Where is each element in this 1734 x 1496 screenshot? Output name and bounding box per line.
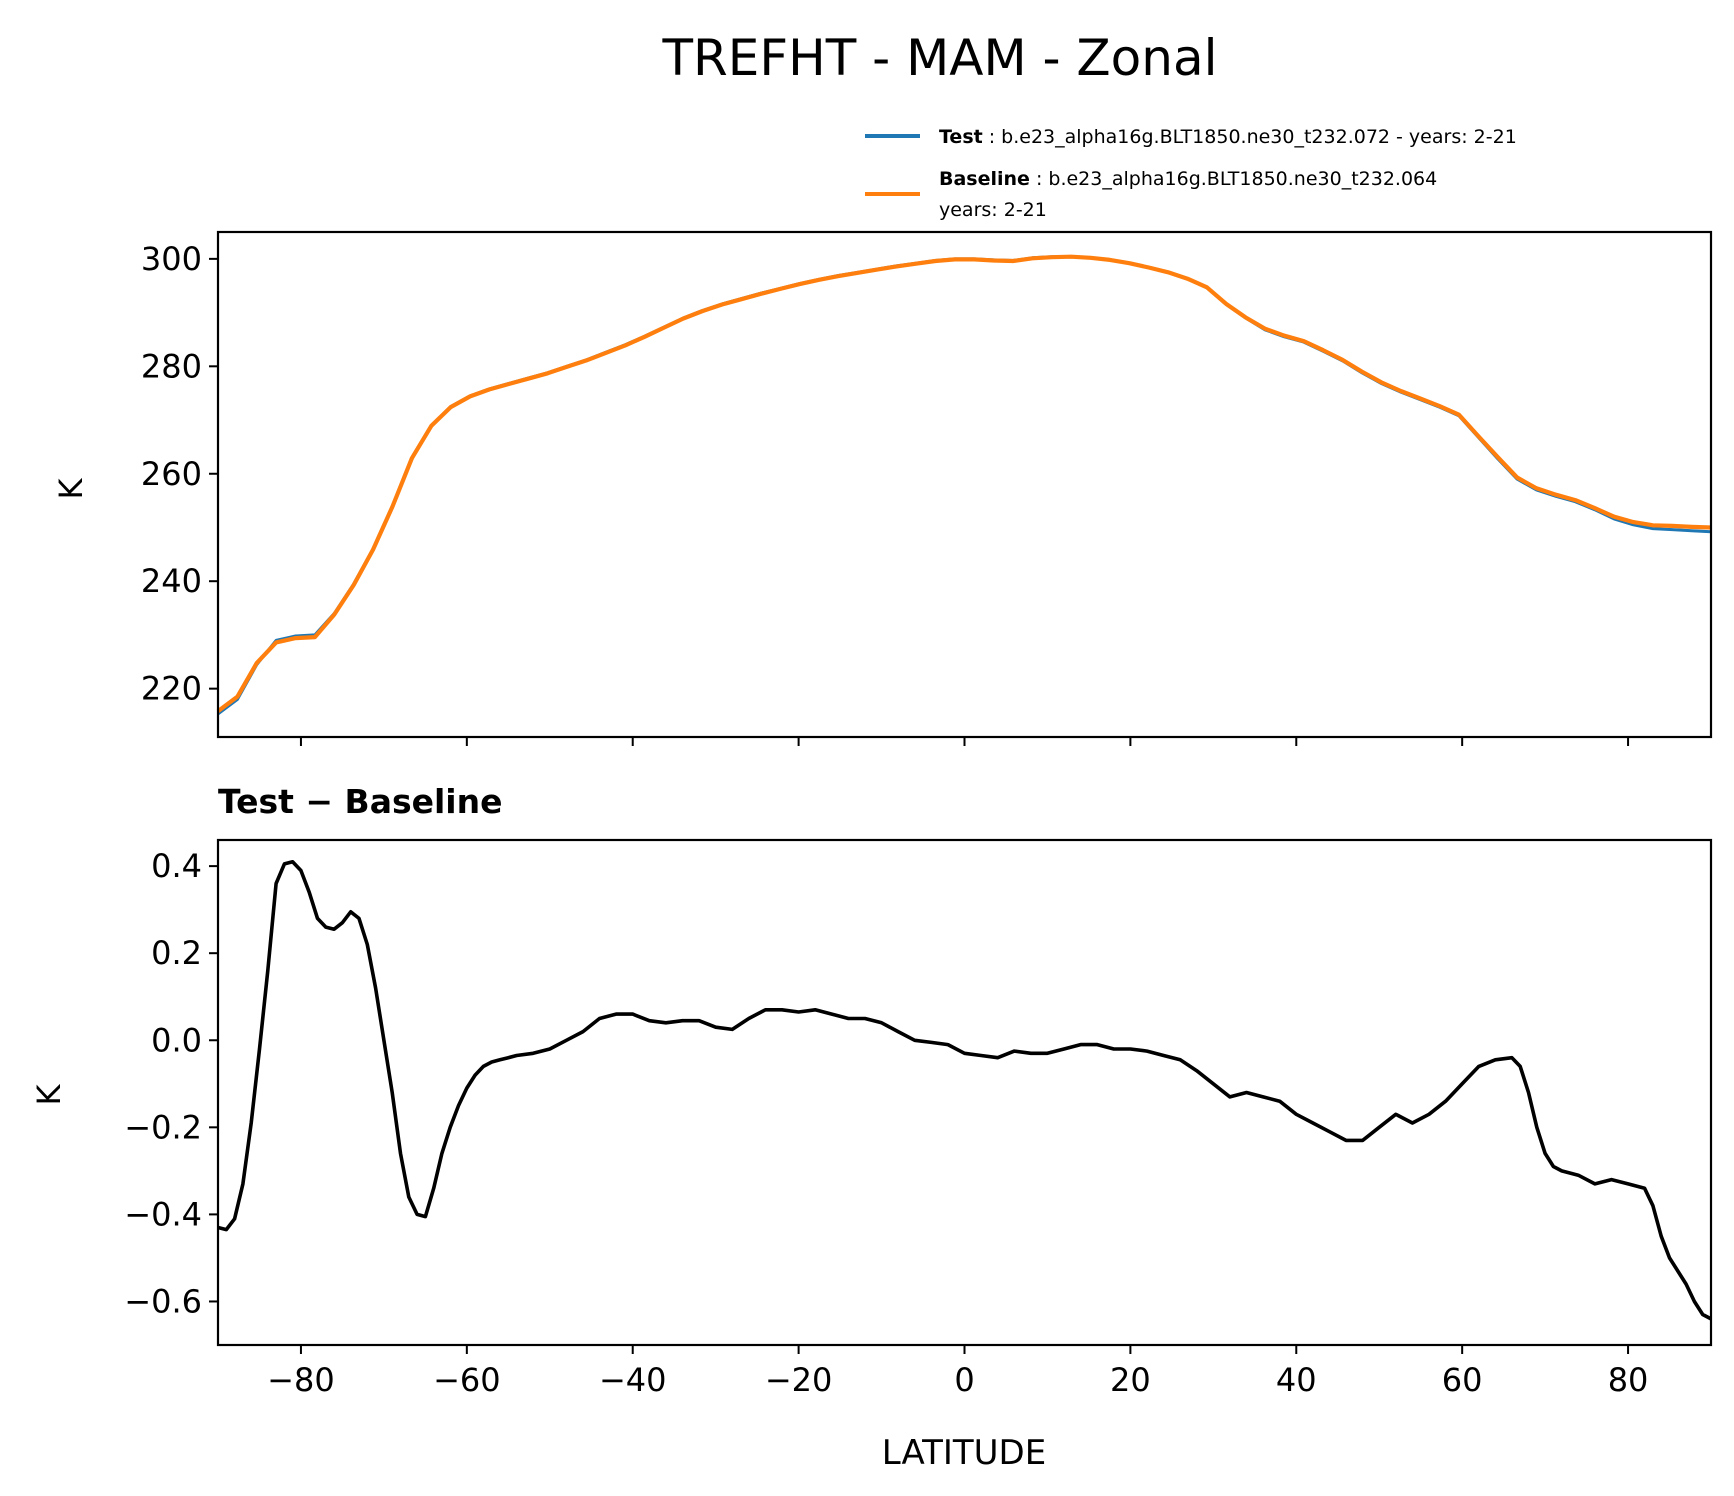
series-line-baseline: [216, 254, 1712, 713]
top-ylabel: K: [52, 477, 90, 499]
xtick-label: 0: [954, 1361, 974, 1399]
series-line-difference: [217, 859, 1712, 1321]
xtick-label: 80: [1608, 1361, 1649, 1399]
bottom-title: Test − Baseline: [218, 782, 503, 821]
ytick-label: −0.4: [124, 1195, 202, 1233]
bottom-ylabel: K: [30, 1083, 68, 1105]
ytick-label: 240: [141, 562, 202, 600]
ytick-label: 300: [141, 240, 202, 278]
svg-text:Test: b.e23_alpha16g.BLT1850.n: Test : b.e23_alpha16g.BLT1850.ne30_t232.0…: [939, 126, 1517, 148]
xtick-label: 60: [1442, 1361, 1483, 1399]
ytick-label: 260: [141, 455, 202, 493]
xtick-label: −20: [765, 1361, 833, 1399]
bottom-xlabel: LATITUDE: [882, 1433, 1046, 1473]
legend: Test : b.e23_alpha16g.BLT1850.ne30_t232.0…: [865, 126, 1517, 221]
legend-test-name: Test: [939, 126, 983, 148]
top-axes-frame: [216, 230, 1713, 739]
ytick-label: 0.0: [151, 1021, 202, 1059]
bottom-axes-frame: [216, 838, 1713, 1347]
legend-test-text: : b.e23_alpha16g.BLT1850.ne30_t232.072 -…: [989, 126, 1517, 148]
panel-top: 220 240 260 280 300 K: [52, 230, 1713, 746]
xtick-label: −80: [267, 1361, 335, 1399]
legend-baseline-years: years: 2-21: [939, 199, 1047, 221]
ytick-label: 220: [141, 670, 202, 708]
legend-baseline-name: Baseline: [939, 168, 1030, 190]
legend-baseline-text: : b.e23_alpha16g.BLT1850.ne30_t232.064: [1036, 168, 1437, 190]
xtick-label: 20: [1110, 1361, 1151, 1399]
ytick-label: 0.4: [151, 847, 202, 885]
ytick-label: −0.2: [124, 1108, 202, 1146]
ytick-label: −0.6: [124, 1282, 202, 1320]
series-line-test: [217, 255, 1712, 716]
panel-bottom: Test − Baseline −0.6 −0.4 −0.2 0.0 0.2 0.4 −80…: [30, 782, 1713, 1473]
xtick-label: −40: [599, 1361, 667, 1399]
ytick-label: 280: [141, 347, 202, 385]
figure-title: TREFHT - MAM - Zonal: [662, 29, 1218, 87]
ytick-label: 0.2: [151, 934, 202, 972]
xtick-label: 40: [1276, 1361, 1317, 1399]
svg-text:Baseline: b.e23_alpha16g.BLT18: Baseline : b.e23_alpha16g.BLT1850.ne30_t2…: [939, 168, 1437, 190]
xtick-label: −60: [433, 1361, 501, 1399]
